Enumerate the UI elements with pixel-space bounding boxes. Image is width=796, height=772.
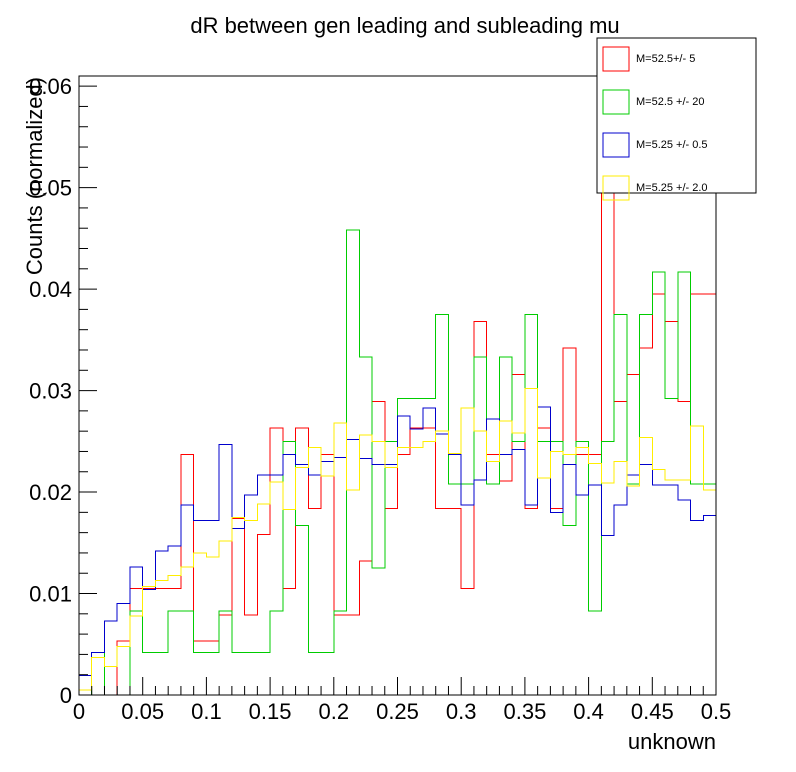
y-tick-label: 0.05 bbox=[29, 176, 72, 201]
legend-box bbox=[596, 37, 757, 194]
legend-label: M=52.5+/- 5 bbox=[636, 53, 695, 65]
legend-label: M=5.25 +/- 0.5 bbox=[636, 139, 708, 151]
chart-title: dR between gen leading and subleading mu bbox=[190, 13, 619, 38]
y-tick-label: 0.01 bbox=[29, 582, 72, 607]
x-tick-label: 0.2 bbox=[319, 699, 350, 724]
x-tick-label: 0.15 bbox=[249, 699, 292, 724]
x-tick-label: 0.05 bbox=[121, 699, 164, 724]
series-line-2 bbox=[79, 229, 716, 696]
x-tick-label: 0.35 bbox=[503, 699, 546, 724]
series-line-4 bbox=[78, 388, 716, 695]
x-tick-label: 0 bbox=[73, 699, 85, 724]
y-tick-label: 0 bbox=[60, 683, 72, 708]
y-tick-label: 0.03 bbox=[29, 379, 72, 404]
x-axis-label: unknown bbox=[628, 729, 716, 754]
y-tick-label: 0.04 bbox=[29, 277, 72, 302]
legend-swatch bbox=[602, 46, 630, 72]
y-axis-label: Counts (normalized) bbox=[22, 77, 47, 275]
series-line-3 bbox=[78, 406, 716, 695]
x-tick-label: 0.5 bbox=[701, 699, 732, 724]
x-tick-label: 0.3 bbox=[446, 699, 477, 724]
axis-layer: 0 0.05 0.1 0.15 0.2 0.25 0.3 0.35 0.4 0.45 0.5 0 0.0… bbox=[29, 74, 731, 724]
y-tick-label: 0.06 bbox=[29, 74, 72, 99]
legend-label: M=52.5 +/- 20 bbox=[636, 96, 705, 108]
legend-swatch bbox=[602, 132, 630, 158]
legend-swatch bbox=[602, 175, 630, 201]
legend-swatch bbox=[602, 89, 630, 115]
series-layer bbox=[78, 187, 716, 696]
series-line-1 bbox=[79, 187, 716, 696]
x-tick-label: 0.4 bbox=[573, 699, 604, 724]
y-tick-label: 0.02 bbox=[29, 480, 72, 505]
legend: M=52.5+/- 5 M=52.5 +/- 20 M=5.25 +/- 0.5 M=… bbox=[596, 37, 757, 201]
legend-label: M=5.25 +/- 2.0 bbox=[636, 182, 708, 194]
x-tick-label: 0.25 bbox=[376, 699, 419, 724]
x-tick-label: 0.1 bbox=[191, 699, 222, 724]
x-tick-label: 0.45 bbox=[631, 699, 674, 724]
